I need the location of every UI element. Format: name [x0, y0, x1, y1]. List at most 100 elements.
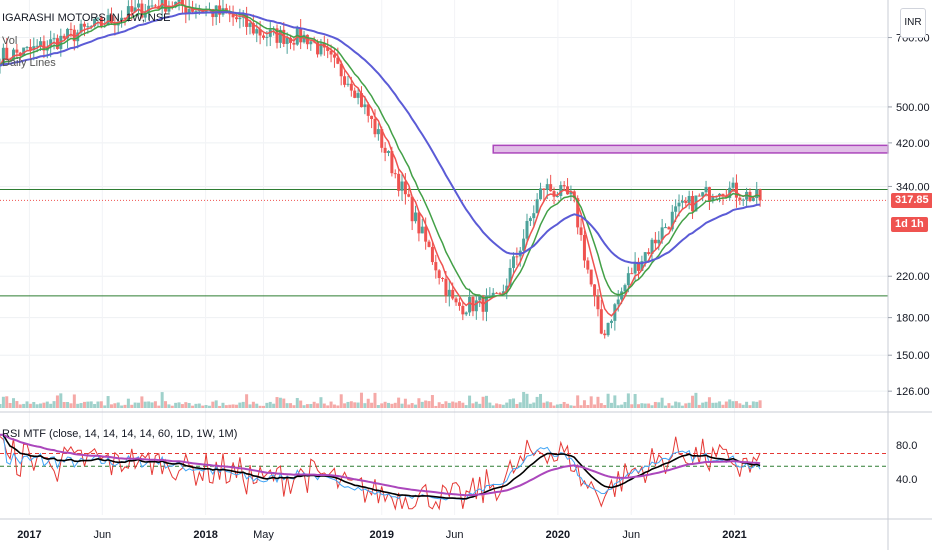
candle-body — [576, 198, 580, 228]
volume-bar — [616, 405, 620, 408]
volume-bar — [464, 405, 468, 408]
volume-bar — [336, 405, 340, 408]
candle-body — [62, 35, 66, 39]
volume-bar — [609, 402, 613, 408]
volume-bar — [79, 403, 83, 408]
candle-body — [316, 42, 320, 55]
volume-bar — [299, 400, 303, 408]
volume-bar — [329, 401, 333, 408]
volume-bar — [501, 404, 505, 408]
candle-body — [353, 90, 357, 98]
volume-bar — [718, 401, 722, 408]
candle-body — [89, 26, 93, 28]
candle-body — [417, 212, 421, 234]
candle-body — [721, 193, 725, 196]
volume-bar — [417, 398, 421, 408]
candle-body — [447, 289, 451, 296]
volume-bar — [552, 405, 556, 408]
candle-body — [123, 17, 127, 20]
volume-bar — [562, 401, 566, 408]
volume-bar — [241, 401, 245, 408]
volume-bar — [147, 401, 151, 408]
resistance-zone — [492, 144, 889, 154]
candle-body — [471, 297, 475, 312]
volume-bar — [170, 405, 174, 408]
candle-body — [711, 197, 715, 202]
candle-body — [15, 49, 19, 53]
candle-body — [39, 41, 43, 46]
volume-bar — [738, 403, 742, 408]
rsi-indicator-label[interactable]: RSI MTF (close, 14, 14, 14, 14, 60, 1D, … — [2, 428, 238, 440]
candle-body — [674, 206, 678, 212]
candle-body — [464, 312, 468, 315]
candle-body — [79, 23, 83, 33]
volume-bar — [39, 403, 43, 408]
volume-bar — [674, 401, 678, 408]
volume-bar — [116, 402, 120, 408]
time-tick-label: 2019 — [370, 529, 394, 541]
volume-bar — [1, 396, 5, 408]
volume-bar — [758, 400, 762, 408]
volume-bar — [751, 401, 755, 408]
volume-bar — [177, 402, 181, 408]
volume-bar — [711, 402, 715, 408]
daily-lines-indicator-label[interactable]: Daily Lines — [2, 57, 56, 69]
candle-body — [126, 6, 130, 20]
volume-bar — [410, 403, 414, 408]
candle-body — [609, 320, 613, 323]
volume-bar — [664, 405, 668, 408]
volume-bar — [518, 402, 522, 408]
volume-bar — [525, 393, 529, 408]
candle-body — [474, 300, 478, 312]
moving-averages — [0, 1, 761, 317]
volume-bar — [434, 405, 438, 408]
candle-body — [410, 196, 414, 222]
volume-bar — [248, 404, 252, 408]
volume-bar — [474, 401, 478, 408]
volume-bar — [184, 402, 188, 408]
candle-body — [542, 188, 546, 190]
candle-body — [5, 47, 9, 59]
candle-body — [420, 226, 424, 234]
countdown-tag: 1d 1h — [891, 217, 928, 232]
volume-bar — [387, 402, 390, 408]
volume-bar — [66, 401, 70, 408]
candle-body — [430, 246, 434, 263]
candle-body — [147, 5, 151, 13]
candle-body — [99, 17, 103, 27]
candle-body — [691, 195, 695, 212]
volume-bar — [207, 405, 211, 408]
candle-body — [326, 47, 330, 51]
volume-indicator-label[interactable]: Vol — [2, 35, 18, 47]
price-tick-label: 500.00 — [896, 102, 930, 114]
currency-badge[interactable]: INR — [900, 8, 926, 38]
candle-body — [299, 27, 303, 43]
volume-bar — [707, 397, 711, 408]
volume-bar — [326, 405, 330, 408]
volume-bar — [363, 403, 367, 408]
volume-bar — [657, 402, 661, 408]
candle-body — [332, 54, 336, 58]
volume-bar — [322, 403, 326, 408]
candle-body — [234, 17, 238, 20]
volume-bar — [684, 403, 688, 408]
volume-bar — [332, 404, 336, 408]
symbol-title[interactable]: IGARASHI MOTORS IN, 1W, NSE — [2, 12, 171, 24]
volume-bar — [545, 401, 549, 408]
candle-body — [593, 284, 597, 297]
volume-bar — [660, 397, 664, 408]
candle-body — [511, 256, 515, 268]
volume-bar — [167, 404, 171, 408]
volume-bar — [370, 402, 374, 408]
candle-body — [245, 15, 249, 27]
candle-body — [140, 3, 144, 18]
candle-body — [643, 252, 647, 262]
volume-bar — [5, 396, 9, 408]
candle-body — [32, 46, 36, 51]
volume-bar — [52, 401, 56, 408]
volume-bar — [593, 404, 597, 408]
volume-bar — [15, 401, 19, 408]
price-tick-label: 126.00 — [896, 386, 930, 398]
